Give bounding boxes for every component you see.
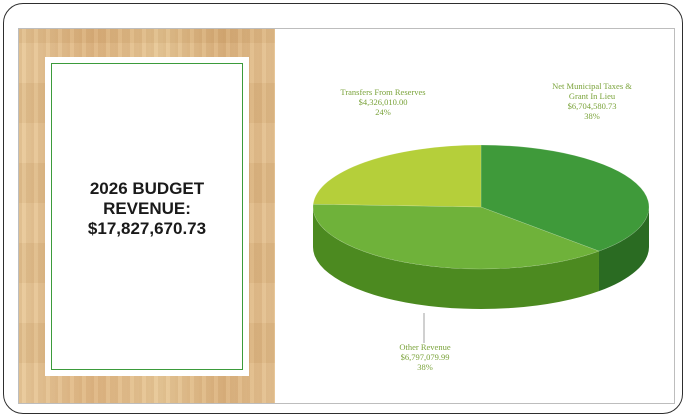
pie-sides [313,207,649,309]
label-other-value: $6,797,079.99 [401,352,450,362]
slide: 2026 BUDGET REVENUE: $17,827,670.73 Net … [18,28,675,404]
label-other-percent: 38% [417,362,433,372]
slice-reserves [312,144,482,208]
summary-line-1: 2026 BUDGET [89,179,205,198]
slice-other-side [313,207,599,309]
slice-other [312,203,600,270]
label-reserves-line1: Transfers From Reserves [340,87,425,97]
slice-taxes-side [598,207,649,292]
revenue-pie-chart: Net Municipal Taxes & Grant In Lieu $6,7… [312,81,650,372]
slice-taxes [480,144,650,252]
label-reserves-value: $4,326,010.00 [359,97,408,107]
label-taxes-value: $6,704,580.73 [568,101,617,111]
summary-card-border [51,63,243,370]
pie-labels: Net Municipal Taxes & Grant In Lieu $6,7… [340,81,632,372]
label-other-line1: Other Revenue [399,342,450,352]
label-reserves-percent: 24% [375,107,391,117]
summary-line-2: REVENUE: [103,199,191,218]
label-taxes-line1: Net Municipal Taxes & [552,81,632,91]
label-taxes-percent: 38% [584,111,600,121]
label-taxes-line2: Grant In Lieu [569,91,616,101]
summary-card: 2026 BUDGET REVENUE: $17,827,670.73 [45,57,249,376]
summary-total: $17,827,670.73 [87,219,207,238]
outer-frame: 2026 BUDGET REVENUE: $17,827,670.73 Net … [3,3,683,414]
wood-panel: 2026 BUDGET REVENUE: $17,827,670.73 [19,29,275,403]
budget-summary: 2026 BUDGET REVENUE: $17,827,670.73 [45,179,249,239]
pie-tops [312,144,650,270]
